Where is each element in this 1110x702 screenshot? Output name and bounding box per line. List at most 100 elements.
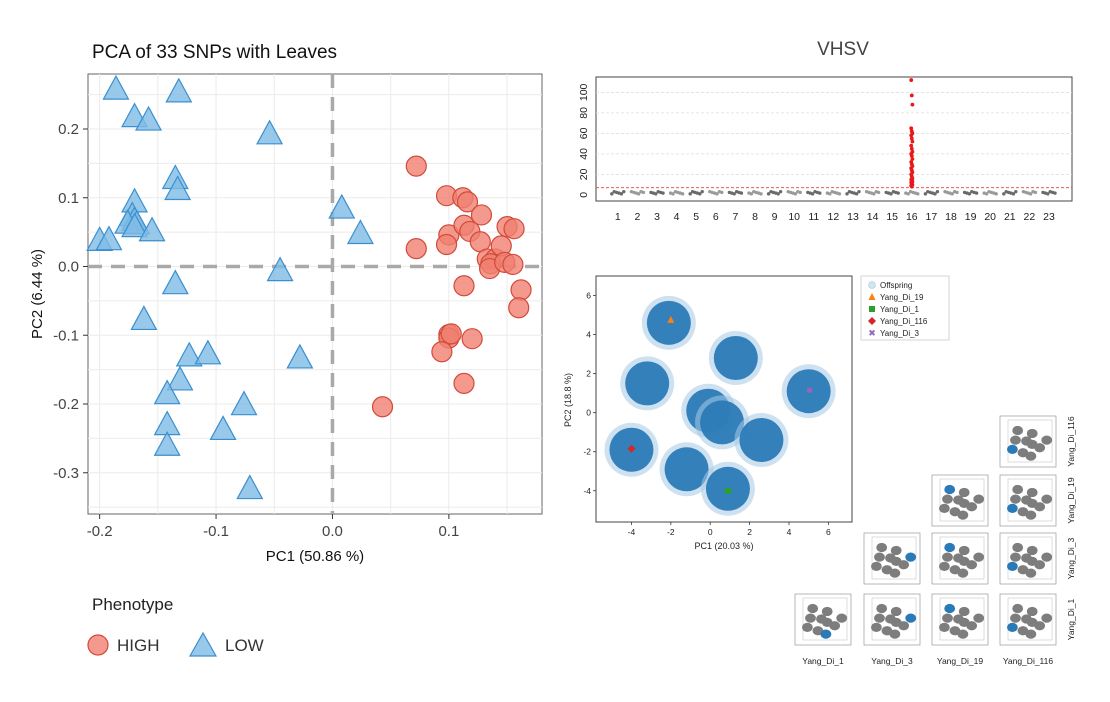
- manhattan-point: [622, 189, 626, 194]
- pca-point-low: [102, 74, 130, 100]
- pca-point-low: [138, 216, 166, 242]
- pair-grid-cluster: [957, 568, 969, 578]
- manhattan-point: [654, 192, 658, 196]
- pair-grid-cluster: [939, 503, 950, 513]
- pair-grid-cluster: [942, 552, 953, 562]
- manhattan-point: [828, 192, 832, 196]
- manhattan-x-tick-label: 4: [674, 211, 680, 223]
- pair-grid-cluster: [1026, 545, 1038, 556]
- pair-grid-cluster: [939, 622, 950, 633]
- pca-y-ticks: -0.3 -0.2 -0.1 0.0 0.1 0.2: [53, 121, 88, 482]
- manhattan-point: [798, 190, 802, 195]
- pair-grid-panel: Yang_Di_1 Yang_Di_3 Yang_Di_19 Yang_Di_116 Y…: [794, 415, 1076, 666]
- pair-grid-highlight-cluster: [944, 484, 956, 495]
- legend-high-marker: [87, 634, 109, 656]
- offspring-y-tick-label: -4: [583, 486, 591, 496]
- pair-grid-highlight-cluster: [905, 613, 917, 623]
- manhattan-x-tick-label: 17: [926, 211, 938, 223]
- pca-point-low: [286, 343, 314, 369]
- offspring-y-tick-label: 2: [586, 369, 591, 379]
- manhattan-point: [700, 189, 704, 194]
- pca-point-low: [121, 212, 149, 238]
- pair-grid-cluster: [1034, 560, 1046, 570]
- manhattan-point: [923, 192, 928, 196]
- pca-point-low: [153, 430, 181, 456]
- manhattan-point: [1046, 192, 1050, 196]
- manhattan-point: [619, 192, 624, 196]
- pair-grid-cluster: [890, 545, 902, 556]
- manhattan-point: [984, 192, 989, 196]
- offspring-x-tick-label: -2: [667, 527, 675, 537]
- manhattan-point: [778, 189, 783, 194]
- manhattan-point: [680, 192, 685, 196]
- manhattan-point: [720, 190, 724, 195]
- manhattan-x-tick-label: 15: [886, 211, 898, 223]
- offspring-x-tick-label: -4: [628, 527, 636, 537]
- pca-point-low: [135, 105, 163, 131]
- pca-title: PCA of 33 SNPs with Leaves: [92, 42, 337, 63]
- offspring-x-axis-label: PC1 (20.03 %): [694, 541, 753, 551]
- offspring-cluster: [739, 418, 784, 462]
- pca-point-low: [175, 341, 203, 367]
- pca-x-tick-label: -0.2: [87, 523, 113, 540]
- manhattan-grid: [596, 91, 1072, 189]
- legend-yang-di-1-label: Yang_Di_1: [880, 305, 920, 314]
- manhattan-peak-point: [909, 136, 914, 141]
- manhattan-points: [610, 78, 1057, 196]
- manhattan-x-tick-label: 19: [965, 211, 977, 223]
- pca-point-low: [256, 119, 284, 145]
- legend-yang-di-19-marker: [868, 293, 876, 300]
- offspring-x-ticks: -4 -2 0 2 4 6: [628, 522, 831, 537]
- pca-legend: Phenotype HIGH LOW: [87, 595, 264, 657]
- manhattan-peak-point: [910, 102, 915, 107]
- offspring-x-tick-label: 6: [826, 527, 831, 537]
- legend-yang-di-116-label: Yang_Di_116: [880, 317, 928, 326]
- pair-grid-cluster: [1025, 510, 1037, 520]
- parent-markers: [627, 315, 813, 494]
- manhattan-peak-point: [909, 154, 914, 158]
- offspring-legend-box: [860, 275, 950, 341]
- pair-grid-highlight-cluster: [1007, 622, 1018, 633]
- pair-grid-cluster: [874, 552, 885, 562]
- manhattan-point: [854, 192, 859, 196]
- manhattan-point: [876, 190, 881, 195]
- manhattan-point: [889, 192, 893, 196]
- manhattan-x-tick-label: 7: [732, 211, 738, 223]
- manhattan-point: [837, 192, 842, 196]
- pair-grid-cluster: [898, 621, 910, 631]
- manhattan-x-tick-label: 13: [847, 211, 859, 223]
- pair-grid-cluster: [1041, 552, 1053, 562]
- manhattan-peak-point: [909, 78, 914, 82]
- pair-grid-cluster: [966, 560, 978, 570]
- manhattan-peak-point: [909, 133, 914, 138]
- legend-high-label: HIGH: [117, 636, 160, 655]
- pair-grid-cluster: [1012, 542, 1024, 553]
- pair-grid-cluster: [1025, 451, 1037, 461]
- pca-point-low: [266, 256, 294, 282]
- pair-grid-cluster: [1026, 606, 1038, 617]
- pair-grid-highlight-cluster: [944, 603, 956, 614]
- pca-point-high: [405, 155, 427, 177]
- pair-grid-cluster: [1012, 603, 1024, 614]
- pair-grid-cluster: [1026, 487, 1038, 498]
- pca-point-low: [166, 365, 194, 391]
- pca-reference-lines: [88, 74, 542, 514]
- pair-grid-highlight-cluster: [1007, 561, 1018, 572]
- parent-yang-di-3-marker: [807, 387, 813, 393]
- manhattan-plot-area: [595, 76, 1073, 202]
- legend-low-marker: [188, 631, 218, 657]
- manhattan-x-tick-label: 6: [713, 211, 719, 223]
- manhattan-x-tick-label: 22: [1024, 211, 1036, 223]
- manhattan-point: [1014, 189, 1018, 194]
- pca-point-low: [161, 269, 189, 295]
- manhattan-y-ticks: 0 20 40 60 80 100: [578, 83, 590, 197]
- pair-grid-cluster: [973, 613, 985, 623]
- manhattan-point: [732, 192, 736, 196]
- manhattan-peak-point: [909, 146, 914, 151]
- pca-point-high: [470, 204, 493, 226]
- manhattan-point: [1002, 192, 1006, 196]
- pair-grid-highlight-cluster: [944, 542, 956, 553]
- offspring-cluster: [625, 361, 670, 406]
- manhattan-x-tick-label: 12: [828, 211, 840, 223]
- manhattan-point: [935, 189, 940, 194]
